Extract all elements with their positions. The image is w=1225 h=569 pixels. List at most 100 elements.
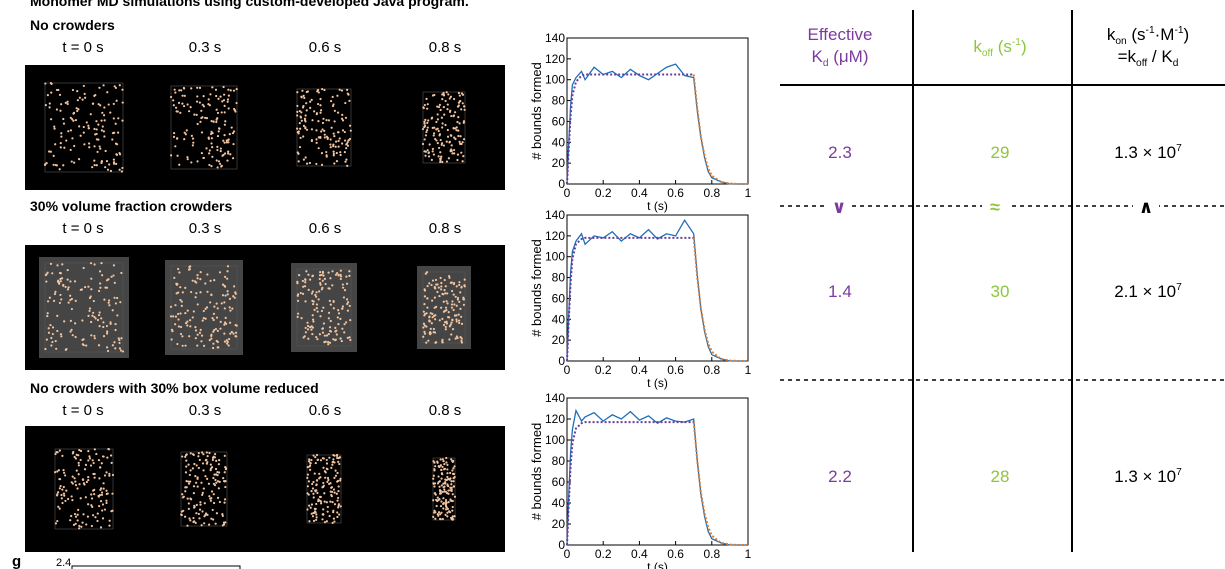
monomer <box>435 128 438 131</box>
monomer <box>339 337 342 340</box>
monomer <box>432 153 435 156</box>
monomer <box>325 520 328 523</box>
monomer <box>210 337 213 340</box>
box-outline <box>44 82 124 173</box>
monomer <box>216 496 220 499</box>
simulation-image <box>265 65 385 190</box>
crowder-haze <box>417 266 471 349</box>
monomer <box>315 129 318 132</box>
monomer <box>304 156 307 159</box>
monomer <box>436 496 439 499</box>
monomer <box>336 499 339 502</box>
y-tick-label: 20 <box>552 333 566 347</box>
y-tick-label: 0 <box>558 538 565 552</box>
monomer <box>345 88 349 91</box>
monomer <box>455 285 458 288</box>
monomer <box>184 286 187 289</box>
monomer <box>303 119 307 122</box>
monomer <box>56 451 59 454</box>
monomer <box>341 327 344 330</box>
monomer <box>99 500 103 503</box>
monomer <box>328 514 331 518</box>
monomer <box>95 164 98 167</box>
monomer <box>316 102 320 106</box>
monomer <box>218 271 222 274</box>
monomer <box>226 293 229 296</box>
monomer <box>95 120 98 123</box>
monomer <box>215 159 218 162</box>
monomer <box>93 159 96 162</box>
monomer <box>331 490 334 494</box>
monomer <box>114 142 118 145</box>
monomer <box>204 512 208 515</box>
panel-title: No crowders with 30% box volume reduced <box>30 380 319 396</box>
monomer <box>111 309 114 312</box>
monomer <box>95 128 98 131</box>
monomer <box>213 305 216 308</box>
monomer <box>310 503 314 506</box>
monomer <box>74 322 77 325</box>
monomer <box>177 291 180 294</box>
monomer <box>113 281 116 284</box>
y-tick-label: 140 <box>545 391 565 405</box>
monomer <box>299 136 302 140</box>
monomer <box>235 335 238 338</box>
monomer <box>321 271 325 274</box>
monomer <box>79 497 82 500</box>
monomer <box>327 119 331 122</box>
monomer <box>321 87 324 91</box>
monomer <box>315 483 318 487</box>
monomer <box>426 128 429 132</box>
monomer <box>218 480 221 483</box>
data-line <box>566 236 694 362</box>
monomer <box>97 123 100 126</box>
text-piece: 1.3 × 10 <box>1114 143 1176 162</box>
monomer <box>315 453 319 457</box>
time-label: t = 0 s <box>62 39 103 56</box>
monomer <box>187 110 191 113</box>
monomer <box>446 475 449 479</box>
monomer <box>338 462 341 466</box>
monomer <box>437 146 441 150</box>
monomer <box>447 311 450 314</box>
monomer <box>314 456 317 459</box>
monomer <box>114 86 117 89</box>
monomer <box>120 271 123 275</box>
monomer <box>434 493 437 496</box>
monomer <box>112 274 115 277</box>
x-tick-label: 0.6 <box>667 363 684 377</box>
monomer <box>207 98 210 101</box>
monomer <box>192 141 195 144</box>
monomer <box>198 458 201 462</box>
monomer <box>347 139 350 142</box>
monomer <box>452 467 455 470</box>
monomer <box>71 334 74 337</box>
monomer <box>87 142 91 145</box>
monomer <box>211 86 214 89</box>
monomer <box>437 155 440 158</box>
monomer <box>329 99 333 103</box>
monomer <box>334 474 338 477</box>
monomer <box>66 102 69 106</box>
monomer <box>432 474 435 477</box>
monomer <box>346 92 349 95</box>
monomer <box>331 501 334 504</box>
monomer <box>455 320 458 323</box>
monomer <box>332 152 335 155</box>
monomer <box>336 271 339 275</box>
monomer <box>115 162 118 165</box>
monomer <box>234 291 237 294</box>
monomer <box>190 87 193 90</box>
monomer <box>67 301 70 304</box>
monomer <box>332 488 336 491</box>
monomer <box>317 500 320 503</box>
table-text: kon​ (s-1​·M-1​) <box>1107 25 1189 47</box>
monomer <box>173 88 176 91</box>
monomer <box>212 312 216 315</box>
monomer <box>315 518 318 522</box>
monomer <box>450 306 454 309</box>
monomer <box>49 262 53 265</box>
monomer <box>202 105 206 108</box>
monomer <box>119 301 122 304</box>
monomer <box>313 110 316 113</box>
